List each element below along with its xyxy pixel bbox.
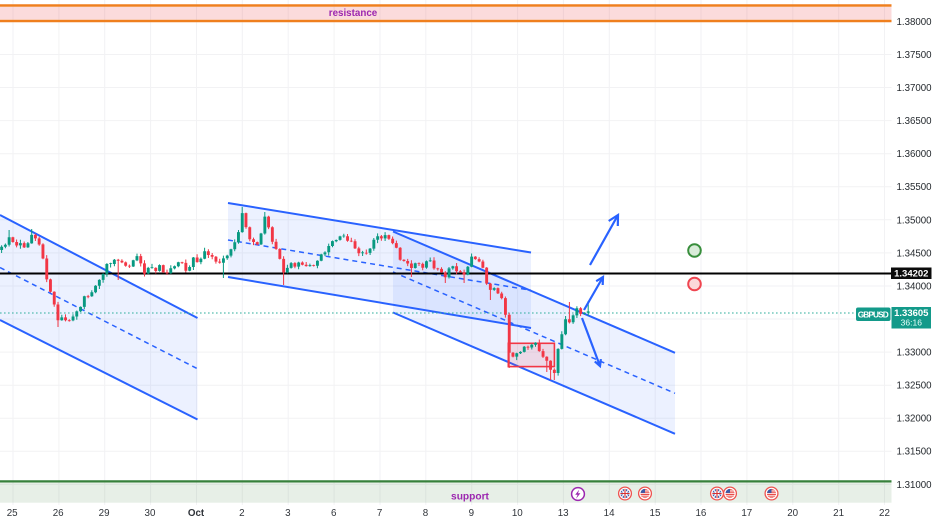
svg-text:21: 21 xyxy=(833,508,844,519)
svg-text:25: 25 xyxy=(7,508,18,519)
svg-text:support: support xyxy=(451,492,490,503)
svg-text:29: 29 xyxy=(99,508,110,519)
svg-text:7: 7 xyxy=(377,508,382,519)
svg-text:13: 13 xyxy=(558,508,569,519)
svg-text:1.32000: 1.32000 xyxy=(897,414,933,425)
svg-text:17: 17 xyxy=(741,508,752,519)
svg-text:1.35000: 1.35000 xyxy=(897,215,933,226)
svg-text:1.37000: 1.37000 xyxy=(897,83,933,94)
svg-text:16: 16 xyxy=(695,508,706,519)
svg-text:6: 6 xyxy=(331,508,337,519)
svg-text:26: 26 xyxy=(53,508,64,519)
svg-text:2: 2 xyxy=(239,508,244,519)
svg-text:22: 22 xyxy=(879,508,890,519)
svg-text:1.36000: 1.36000 xyxy=(897,149,933,160)
svg-text:30: 30 xyxy=(145,508,156,519)
svg-text:GBPUSD: GBPUSD xyxy=(858,309,889,319)
svg-text:1.31000: 1.31000 xyxy=(897,480,933,491)
svg-text:1.37500: 1.37500 xyxy=(897,50,933,61)
svg-text:1.34202: 1.34202 xyxy=(894,269,928,280)
svg-text:8: 8 xyxy=(423,508,429,519)
svg-text:10: 10 xyxy=(512,508,523,519)
svg-text:3: 3 xyxy=(285,508,291,519)
svg-text:1.34000: 1.34000 xyxy=(897,281,933,292)
svg-text:1.31500: 1.31500 xyxy=(897,447,933,458)
svg-text:Oct: Oct xyxy=(188,508,205,519)
svg-text:1.36500: 1.36500 xyxy=(897,116,933,127)
svg-text:15: 15 xyxy=(650,508,661,519)
svg-text:resistance: resistance xyxy=(329,8,378,19)
svg-text:9: 9 xyxy=(469,508,474,519)
svg-text:36:16: 36:16 xyxy=(901,318,923,328)
svg-text:14: 14 xyxy=(604,508,615,519)
svg-text:1.33605: 1.33605 xyxy=(894,308,929,319)
svg-text:1.33000: 1.33000 xyxy=(897,348,933,359)
svg-text:1.38000: 1.38000 xyxy=(897,17,933,28)
svg-text:20: 20 xyxy=(787,508,798,519)
svg-text:1.35500: 1.35500 xyxy=(897,182,933,193)
svg-text:1.32500: 1.32500 xyxy=(897,381,933,392)
svg-text:1.34500: 1.34500 xyxy=(897,248,933,259)
